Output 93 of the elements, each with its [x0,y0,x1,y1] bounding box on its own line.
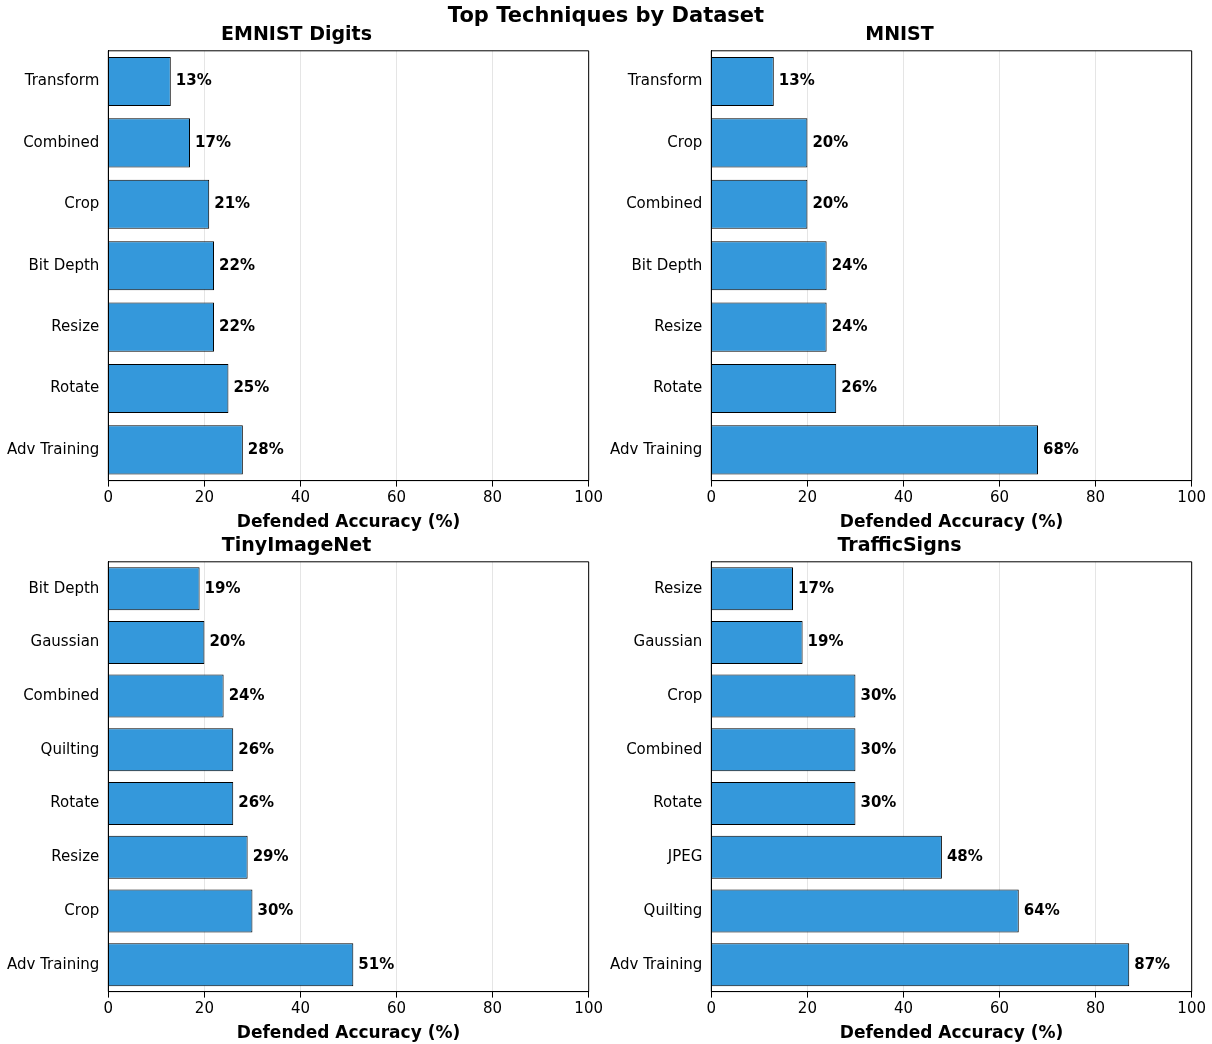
data-label: 30% [860,739,897,758]
x-axis-title: Defended Accuracy (%) [839,511,1064,532]
data-label: 20% [812,194,849,213]
x-tick-label: 40 [893,488,914,507]
x-tick-label: 80 [483,999,503,1018]
data-label: 64% [1023,900,1060,919]
data-label: 20% [209,632,246,651]
chart-title: MNIST [865,22,934,45]
y-tick-label: Resize [654,316,703,335]
data-label: 13% [778,71,815,90]
x-tick-label: 0 [103,999,114,1018]
data-label: 20% [812,132,849,151]
x-tick-label: 60 [990,488,1010,507]
data-label: 24% [228,686,265,704]
y-tick-label: Bit Depth [28,578,100,597]
x-axis-title: Defended Accuracy (%) [236,1022,461,1043]
x-tick-label: 80 [1086,999,1106,1018]
data-label: 29% [252,847,289,866]
x-tick-label: 80 [483,488,503,507]
y-tick-label: Adv Training [609,954,703,973]
x-tick-label: 20 [797,999,817,1018]
y-tick-label: Crop [64,900,100,919]
x-tick-label: 40 [893,999,914,1018]
y-tick-label: Adv Training [6,954,100,973]
data-label: 24% [831,255,868,274]
y-tick-label: Gaussian [633,632,703,651]
data-label: 22% [219,316,255,335]
y-tick-label: Bit Depth [631,255,703,274]
data-label: 87% [1134,954,1171,973]
x-tick-label: 20 [194,488,214,507]
y-tick-label: Crop [667,686,703,704]
data-label: 30% [257,900,294,919]
y-tick-label: Combined [626,194,703,213]
y-tick-label: Quilting [40,739,100,758]
y-tick-label: Gaussian [30,632,100,651]
data-label: 30% [860,793,897,812]
y-tick-label: Resize [654,578,703,597]
x-tick-label: 40 [290,488,311,507]
y-tick-label: Adv Training [609,439,703,458]
x-tick-label: 0 [103,488,114,507]
y-tick-label: Rotate [50,378,100,397]
x-axis-title: Defended Accuracy (%) [236,511,461,532]
data-label: 28% [247,439,284,458]
chart-title: EMNIST Digits [221,22,372,45]
data-label: 30% [860,686,897,704]
data-label: 13% [175,71,212,90]
y-tick-label: Rotate [50,793,100,812]
y-tick-label: Combined [626,739,703,758]
data-label: 25% [233,378,270,397]
data-label: 48% [946,847,983,866]
data-label: 21% [214,194,251,213]
y-tick-label: Adv Training [6,439,100,458]
y-tick-label: Rotate [653,378,703,397]
data-label: 17% [195,132,231,151]
data-label: 26% [238,793,275,812]
x-tick-label: 80 [1086,488,1106,507]
y-tick-label: Resize [51,316,100,335]
y-tick-label: Quilting [643,900,703,919]
x-tick-label: 100 [574,999,604,1018]
chart-title: TrafficSigns [837,533,962,556]
y-tick-label: Crop [64,194,100,213]
x-tick-label: 100 [574,488,604,507]
x-tick-label: 20 [797,488,817,507]
data-label: 26% [841,378,878,397]
x-tick-label: 20 [194,999,214,1018]
chart-title: TinyImageNet [221,533,372,556]
y-tick-label: Combined [23,132,100,151]
x-tick-label: 100 [1177,999,1207,1018]
data-label: 51% [358,954,395,973]
data-label: 26% [238,739,275,758]
x-tick-label: 60 [990,999,1010,1018]
data-label: 24% [831,316,868,335]
y-tick-label: Crop [667,132,703,151]
y-tick-label: JPEG [666,847,703,866]
x-tick-label: 40 [290,999,311,1018]
y-tick-label: Combined [23,686,100,704]
x-axis-title: Defended Accuracy (%) [839,1022,1064,1043]
y-tick-label: Bit Depth [28,255,100,274]
text: Top Techniques by Dataset [447,3,765,27]
data-label: 22% [219,255,255,274]
y-tick-label: Transform [23,71,100,90]
y-tick-label: Transform [626,71,703,90]
data-label: 19% [204,578,241,597]
y-tick-label: Resize [51,847,100,866]
y-tick-label: Rotate [653,793,703,812]
x-tick-label: 100 [1177,488,1207,507]
data-label: 17% [798,578,834,597]
data-label: 19% [807,632,844,651]
x-tick-label: 60 [387,488,407,507]
x-tick-label: 0 [706,488,717,507]
x-tick-label: 60 [387,999,407,1018]
data-label: 68% [1042,439,1079,458]
x-tick-label: 0 [706,999,717,1018]
